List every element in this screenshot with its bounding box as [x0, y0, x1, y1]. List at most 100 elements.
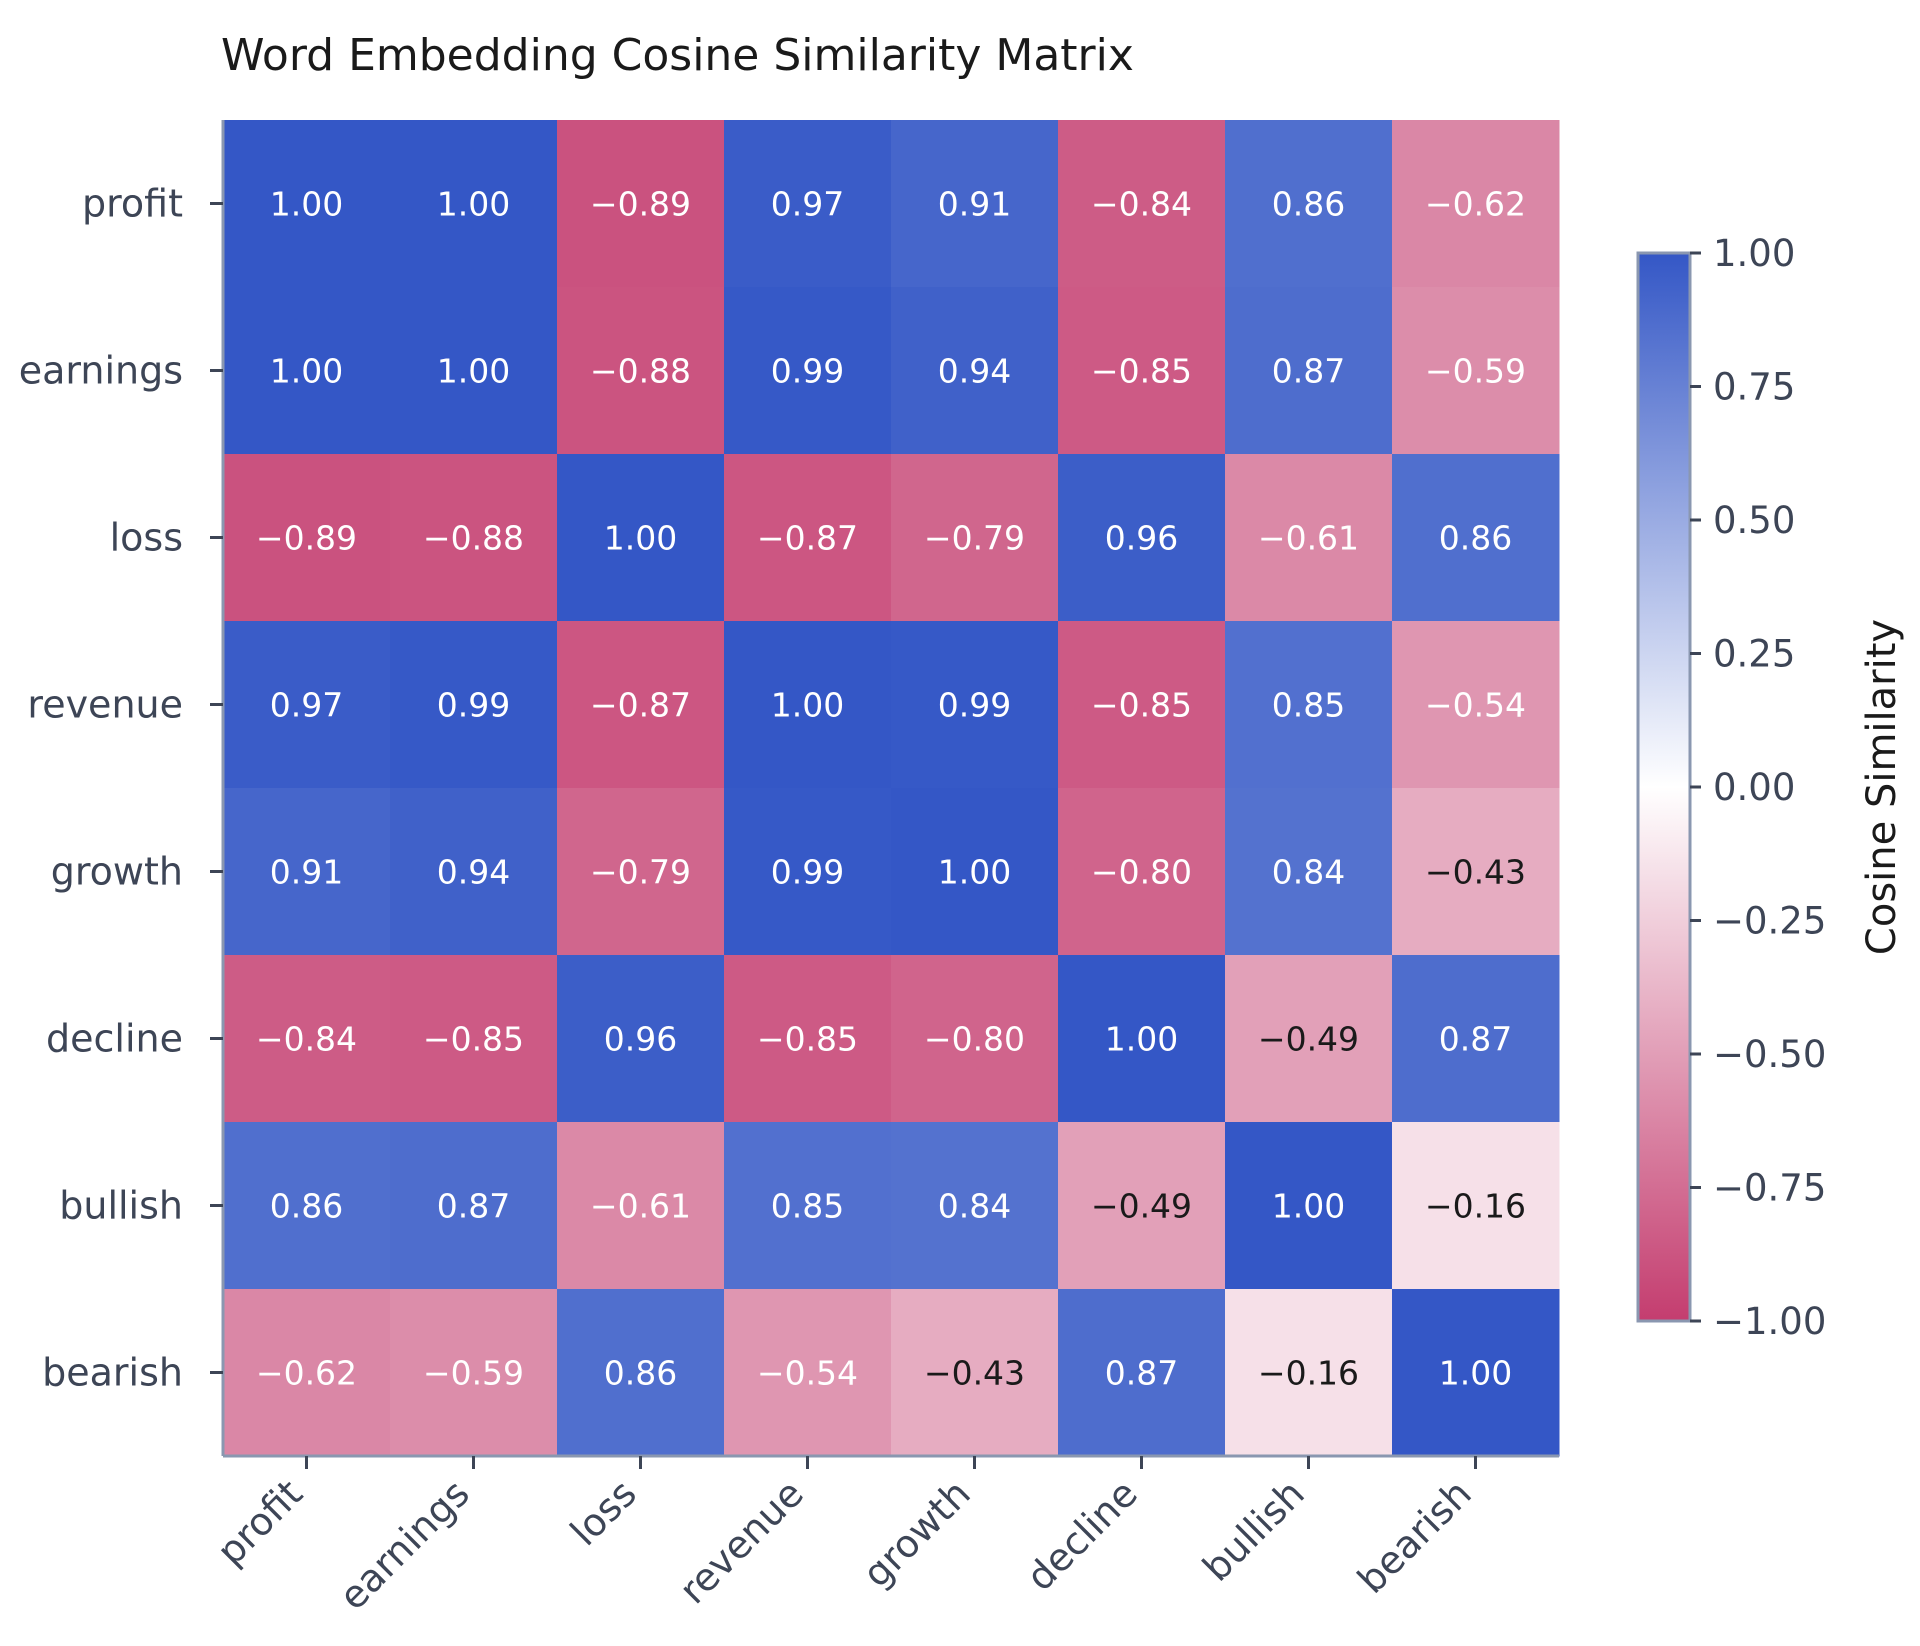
heatmap-cell	[223, 1122, 391, 1290]
heatmap-cell	[1225, 287, 1393, 455]
cell-value-label: 1.00	[437, 352, 510, 391]
heatmap-cell	[1392, 120, 1560, 288]
heatmap-cell	[1392, 454, 1560, 622]
cell-value-label: 0.87	[1272, 352, 1345, 391]
heatmap-cell	[223, 788, 391, 956]
heatmap-cell	[1392, 788, 1560, 956]
heatmap-cell	[557, 621, 725, 789]
colorbar-tick-label: 0.75	[1713, 366, 1795, 409]
cell-value-label: 0.96	[604, 1020, 677, 1059]
heatmap-cell	[1225, 621, 1393, 789]
x-tick-label: decline	[1018, 1471, 1146, 1599]
heatmap-cell	[891, 788, 1059, 956]
heatmap-cell	[1058, 287, 1226, 455]
heatmap-cell	[724, 788, 892, 956]
colorbar-label: Cosine Similarity	[1859, 619, 1905, 955]
cell-value-label: −0.16	[1258, 1354, 1359, 1393]
chart-title: Word Embedding Cosine Similarity Matrix	[221, 30, 1134, 81]
cell-value-label: −0.89	[590, 185, 691, 224]
cell-value-label: −0.85	[757, 1020, 858, 1059]
cell-value-label: −0.84	[1091, 185, 1192, 224]
heatmap-cell	[724, 287, 892, 455]
heatmap-cell	[724, 621, 892, 789]
heatmap-cell	[223, 287, 391, 455]
colorbar-tick-label: 0.50	[1713, 499, 1795, 542]
cell-value-label: 1.00	[771, 686, 844, 725]
heatmap-cell	[223, 955, 391, 1123]
cell-value-label: 0.84	[1272, 853, 1345, 892]
heatmap-cell	[891, 1289, 1059, 1457]
colorbar-tick-label: 0.25	[1713, 633, 1795, 676]
colorbar-tick-label: −0.75	[1713, 1167, 1826, 1210]
cell-value-label: 0.86	[1439, 519, 1512, 558]
heatmap-cell	[724, 120, 892, 288]
heatmap-cell	[390, 120, 558, 288]
cell-value-label: 0.84	[938, 1187, 1011, 1226]
cell-value-label: −0.85	[1091, 352, 1192, 391]
heatmap-cell	[390, 788, 558, 956]
heatmap-cell	[1225, 1289, 1393, 1457]
heatmap-cell	[557, 454, 725, 622]
heatmap-cell	[1058, 955, 1226, 1123]
cell-value-label: −0.54	[757, 1354, 858, 1393]
heatmap-cell	[724, 955, 892, 1123]
cell-value-label: 0.94	[938, 352, 1011, 391]
x-tick-label: earnings	[331, 1471, 478, 1618]
cell-value-label: 0.91	[270, 853, 343, 892]
heatmap-cell	[1225, 788, 1393, 956]
y-tick-label: profit	[82, 182, 183, 226]
heatmap-cell	[1392, 1122, 1560, 1290]
cell-value-label: 1.00	[1272, 1187, 1345, 1226]
heatmap-cell	[1058, 1289, 1226, 1457]
y-tick-label: bullish	[59, 1184, 183, 1228]
cell-value-label: 0.85	[1272, 686, 1345, 725]
x-tick-label: loss	[562, 1471, 645, 1554]
cell-value-label: 1.00	[604, 519, 677, 558]
cell-value-label: 1.00	[938, 853, 1011, 892]
cell-value-label: −0.88	[423, 519, 524, 558]
heatmap-cells: 1.00 1.00 −0.89 0.97 0.91 −0.84 0.86 −0.62 1.00 1…	[223, 120, 1560, 1457]
colorbar-gradient	[1636, 251, 1692, 1323]
x-tick-label: revenue	[671, 1471, 812, 1612]
cell-value-label: −0.59	[1425, 352, 1526, 391]
heatmap-cell	[891, 1122, 1059, 1290]
heatmap-cell	[1225, 120, 1393, 288]
heatmap-cell	[891, 120, 1059, 288]
cell-value-label: −0.54	[1425, 686, 1526, 725]
heatmap-cell	[1392, 955, 1560, 1123]
cell-value-label: 0.85	[771, 1187, 844, 1226]
y-tick-label: loss	[110, 516, 183, 560]
cell-value-label: 0.97	[771, 185, 844, 224]
cell-value-label: −0.80	[1091, 853, 1192, 892]
heatmap-cell	[1392, 621, 1560, 789]
cell-value-label: 0.99	[771, 352, 844, 391]
cell-value-label: 0.94	[437, 853, 510, 892]
heatmap-cell	[557, 1289, 725, 1457]
heatmap-cell	[390, 955, 558, 1123]
cell-value-label: −0.87	[757, 519, 858, 558]
heatmap-cell	[223, 120, 391, 288]
cell-value-label: −0.59	[423, 1354, 524, 1393]
y-tick-label: bearish	[42, 1351, 183, 1395]
x-tick-label: bullish	[1194, 1471, 1313, 1590]
cell-value-label: −0.49	[1091, 1187, 1192, 1226]
heatmap-cell	[1392, 287, 1560, 455]
heatmap-cell	[390, 621, 558, 789]
cell-value-label: −0.43	[1425, 853, 1526, 892]
x-tick-label: bearish	[1349, 1471, 1480, 1602]
heatmap-cell	[557, 120, 725, 288]
colorbar-tick-label: 1.00	[1713, 232, 1795, 275]
cell-value-label: 0.99	[437, 686, 510, 725]
heatmap-cell	[891, 621, 1059, 789]
heatmap-cell	[557, 287, 725, 455]
cell-value-label: −0.88	[590, 352, 691, 391]
heatmap-cell	[1058, 454, 1226, 622]
x-tick-label: profit	[208, 1471, 311, 1574]
cell-value-label: −0.80	[924, 1020, 1025, 1059]
cell-value-label: 0.99	[938, 686, 1011, 725]
cell-value-label: −0.16	[1425, 1187, 1526, 1226]
colorbar-tick-label: −0.25	[1713, 900, 1826, 943]
cell-value-label: −0.62	[1425, 185, 1526, 224]
heatmap-cell	[1058, 621, 1226, 789]
heatmap-cell	[1225, 454, 1393, 622]
